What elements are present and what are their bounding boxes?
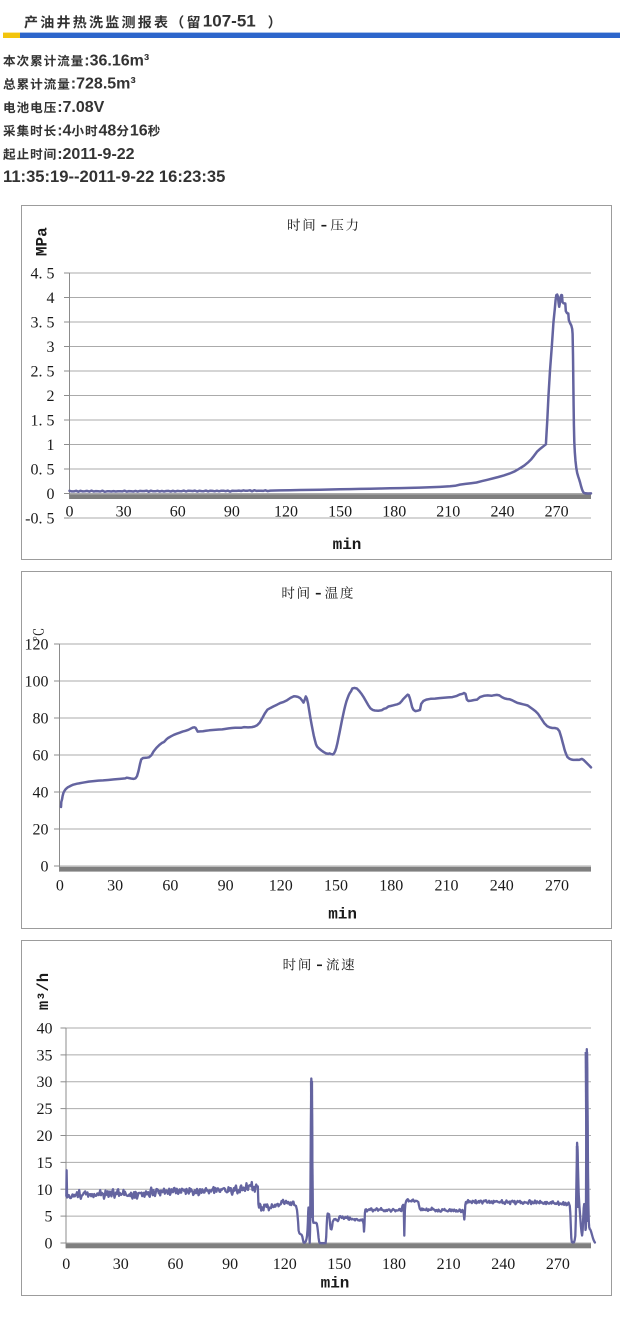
svg-text:80: 80 <box>33 711 49 728</box>
svg-text:0: 0 <box>56 878 64 895</box>
svg-text:270: 270 <box>545 504 569 521</box>
svg-text:240: 240 <box>490 878 514 895</box>
svg-text:60: 60 <box>162 878 178 895</box>
svg-text:210: 210 <box>437 1256 461 1273</box>
svg-text:min: min <box>333 536 362 554</box>
svg-text:1. 5: 1. 5 <box>31 413 55 430</box>
svg-text:90: 90 <box>222 1256 238 1273</box>
svg-text:2. 5: 2. 5 <box>31 364 55 381</box>
svg-text:120: 120 <box>25 637 49 654</box>
svg-text:180: 180 <box>379 878 403 895</box>
svg-text:20: 20 <box>33 822 49 839</box>
svg-text:0. 5: 0. 5 <box>31 462 55 479</box>
svg-text:20: 20 <box>37 1128 53 1145</box>
svg-text:m³/h: m³/h <box>35 973 53 1010</box>
svg-text:150: 150 <box>328 504 352 521</box>
svg-text:30: 30 <box>116 504 132 521</box>
svg-text:2: 2 <box>47 388 55 405</box>
svg-text:0: 0 <box>62 1256 70 1273</box>
svg-text:3: 3 <box>47 339 55 356</box>
svg-text:40: 40 <box>37 1021 53 1038</box>
svg-text:16: 16 <box>130 122 148 139</box>
svg-text:3. 5: 3. 5 <box>31 315 55 332</box>
svg-text:100: 100 <box>25 674 49 691</box>
svg-text:1: 1 <box>47 437 55 454</box>
svg-text:MPa: MPa <box>34 227 52 256</box>
svg-text:60: 60 <box>33 748 49 765</box>
svg-text:60: 60 <box>170 504 186 521</box>
svg-text:min: min <box>328 906 357 924</box>
svg-text:210: 210 <box>436 504 460 521</box>
svg-text:48: 48 <box>99 122 117 139</box>
svg-text:180: 180 <box>382 504 406 521</box>
svg-text:120: 120 <box>274 504 298 521</box>
svg-text:0: 0 <box>41 859 49 876</box>
svg-text::2011-9-22: :2011-9-22 <box>57 146 134 163</box>
svg-text:0: 0 <box>47 486 55 503</box>
svg-text::7.08V: :7.08V <box>57 99 104 116</box>
svg-text:-0. 5: -0. 5 <box>25 511 54 528</box>
svg-text:min: min <box>321 1275 350 1293</box>
svg-text:120: 120 <box>273 1256 297 1273</box>
svg-text:40: 40 <box>33 785 49 802</box>
svg-text::4: :4 <box>57 122 71 139</box>
svg-text:180: 180 <box>382 1256 406 1273</box>
svg-text::36.16m³: :36.16m³ <box>84 52 149 69</box>
svg-text:11:35:19--2011-9-22 16:23:35: 11:35:19--2011-9-22 16:23:35 <box>3 167 225 186</box>
svg-text:30: 30 <box>37 1074 53 1091</box>
svg-text:4. 5: 4. 5 <box>31 266 55 283</box>
svg-text:150: 150 <box>327 1256 351 1273</box>
svg-text:15: 15 <box>37 1155 53 1172</box>
svg-text:10: 10 <box>37 1182 53 1199</box>
svg-text:35: 35 <box>37 1047 53 1064</box>
svg-text:30: 30 <box>107 878 123 895</box>
svg-text:210: 210 <box>435 878 459 895</box>
svg-text:240: 240 <box>491 504 515 521</box>
svg-text:90: 90 <box>224 504 240 521</box>
svg-text:60: 60 <box>168 1256 184 1273</box>
svg-text:4: 4 <box>47 290 55 307</box>
svg-text::728.5m³: :728.5m³ <box>71 76 136 93</box>
svg-text:5: 5 <box>45 1209 53 1226</box>
svg-text:150: 150 <box>324 878 348 895</box>
svg-text:0: 0 <box>66 504 74 521</box>
svg-text:90: 90 <box>218 878 234 895</box>
svg-text:25: 25 <box>37 1101 53 1118</box>
svg-text:240: 240 <box>491 1256 515 1273</box>
svg-text:107-51: 107-51 <box>203 12 256 31</box>
svg-text:270: 270 <box>546 1256 570 1273</box>
svg-text:0: 0 <box>45 1236 53 1253</box>
svg-text:120: 120 <box>269 878 293 895</box>
svg-text:30: 30 <box>113 1256 129 1273</box>
svg-text:270: 270 <box>545 878 569 895</box>
